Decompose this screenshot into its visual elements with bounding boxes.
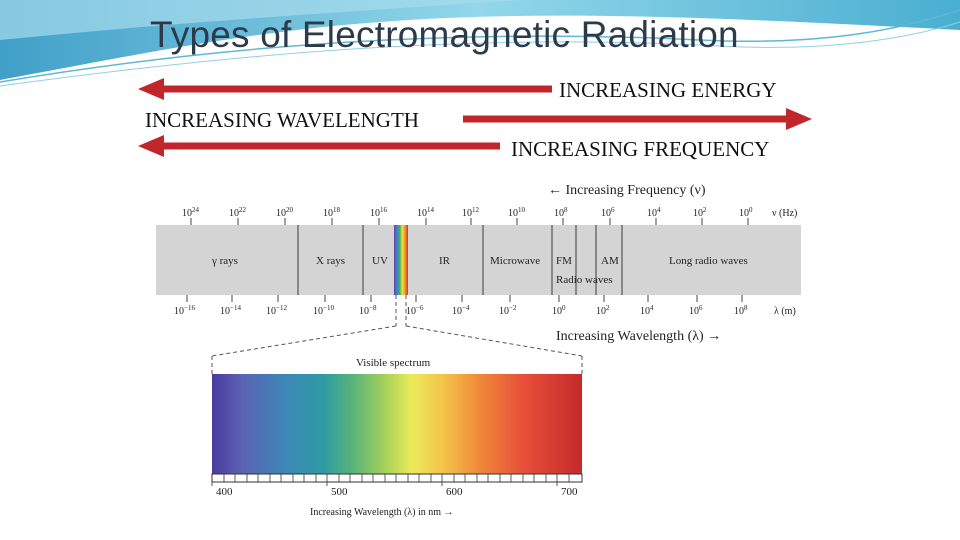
freq-tick-label: 1024	[182, 206, 200, 219]
visible-tick-400: 400	[216, 486, 233, 498]
wave-unit: λ (m)	[774, 306, 796, 317]
header-wave-decoration	[0, 0, 960, 87]
band-gamma: γ rays	[211, 255, 238, 267]
visible-spectrum-title: Visible spectrum	[356, 357, 431, 369]
wave-tick-label: 100	[552, 304, 566, 317]
freq-tick-label: 104	[647, 206, 661, 219]
direction-arrows	[138, 78, 812, 157]
band-radio-waves: Radio waves	[556, 274, 613, 286]
visible-tick-500: 500	[331, 486, 348, 498]
wave-tick-label: 108	[734, 304, 748, 317]
wave-tick-label: 10−2	[499, 304, 517, 317]
frequency-arrow	[138, 135, 500, 157]
visible-minor-ticks	[211, 474, 570, 486]
wave-tick-label: 10−4	[452, 304, 470, 317]
freq-tick-label: 1012	[462, 206, 480, 219]
freq-tick-label: 1022	[229, 206, 247, 219]
band-xray: X rays	[316, 255, 345, 267]
visible-band	[394, 225, 408, 295]
wavelength-arrow	[463, 108, 812, 130]
frequency-ticks	[190, 218, 749, 225]
visible-axis-label: Increasing Wavelength (λ) in nm →	[310, 507, 454, 518]
visible-spectrum-bar	[212, 374, 582, 474]
wavelength-label: INCREASING WAVELENGTH	[145, 108, 419, 132]
wave-tick-label: 106	[689, 304, 703, 317]
freq-tick-label: 100	[739, 206, 753, 219]
band-dividers	[297, 225, 623, 295]
visible-zoom-lines	[211, 295, 583, 374]
wave-tick-label: 10−16	[174, 304, 195, 317]
freq-tick-label: 1018	[323, 206, 341, 219]
energy-arrow	[138, 78, 552, 100]
visible-scale-strip	[211, 473, 583, 483]
band-uv: UV	[372, 255, 388, 267]
band-long-radio: Long radio waves	[669, 255, 748, 267]
wavelength-tick-labels: 10−16 10−14 10−12 10−10 10−8 10−6 10−4 1…	[174, 304, 796, 317]
freq-tick-label: 1016	[370, 206, 388, 219]
band-fm: FM	[556, 255, 572, 267]
freq-tick-label: 106	[601, 206, 615, 219]
freq-tick-label: 1014	[417, 206, 435, 219]
visible-tick-600: 600	[446, 486, 463, 498]
wave-tick-label: 10−8	[359, 304, 377, 317]
freq-unit: ν (Hz)	[772, 208, 797, 219]
wave-tick-label: 10−14	[220, 304, 241, 317]
band-am: AM	[601, 255, 619, 267]
visible-tick-700: 700	[561, 486, 578, 498]
band-ir: IR	[439, 255, 451, 267]
freq-tick-label: 108	[554, 206, 568, 219]
wave-tick-label: 10−6	[406, 304, 424, 317]
wave-tick-label: 102	[596, 304, 610, 317]
em-spectrum-diagram: ← Increasing Frequency (ν) 1024 1022 102…	[150, 170, 812, 532]
spectrum-band	[156, 225, 801, 295]
freq-tick-label: 1020	[276, 206, 294, 219]
wavelength-ticks	[186, 295, 743, 302]
frequency-label: INCREASING FREQUENCY	[511, 137, 770, 161]
freq-tick-label: 102	[693, 206, 707, 219]
band-microwave: Microwave	[490, 255, 540, 267]
wavelength-header: Increasing Wavelength (λ) →	[556, 329, 721, 344]
slide-title: Types of Electromagnetic Radiation	[150, 14, 739, 55]
frequency-header: ← Increasing Frequency (ν)	[548, 183, 706, 198]
wave-tick-label: 104	[640, 304, 654, 317]
wave-tick-label: 10−12	[266, 304, 287, 317]
frequency-tick-labels: 1024 1022 1020 1018 1016 1014 1012 1010 …	[182, 206, 797, 219]
freq-tick-label: 1010	[508, 206, 526, 219]
energy-label: INCREASING ENERGY	[559, 78, 777, 102]
wave-tick-label: 10−10	[313, 304, 334, 317]
